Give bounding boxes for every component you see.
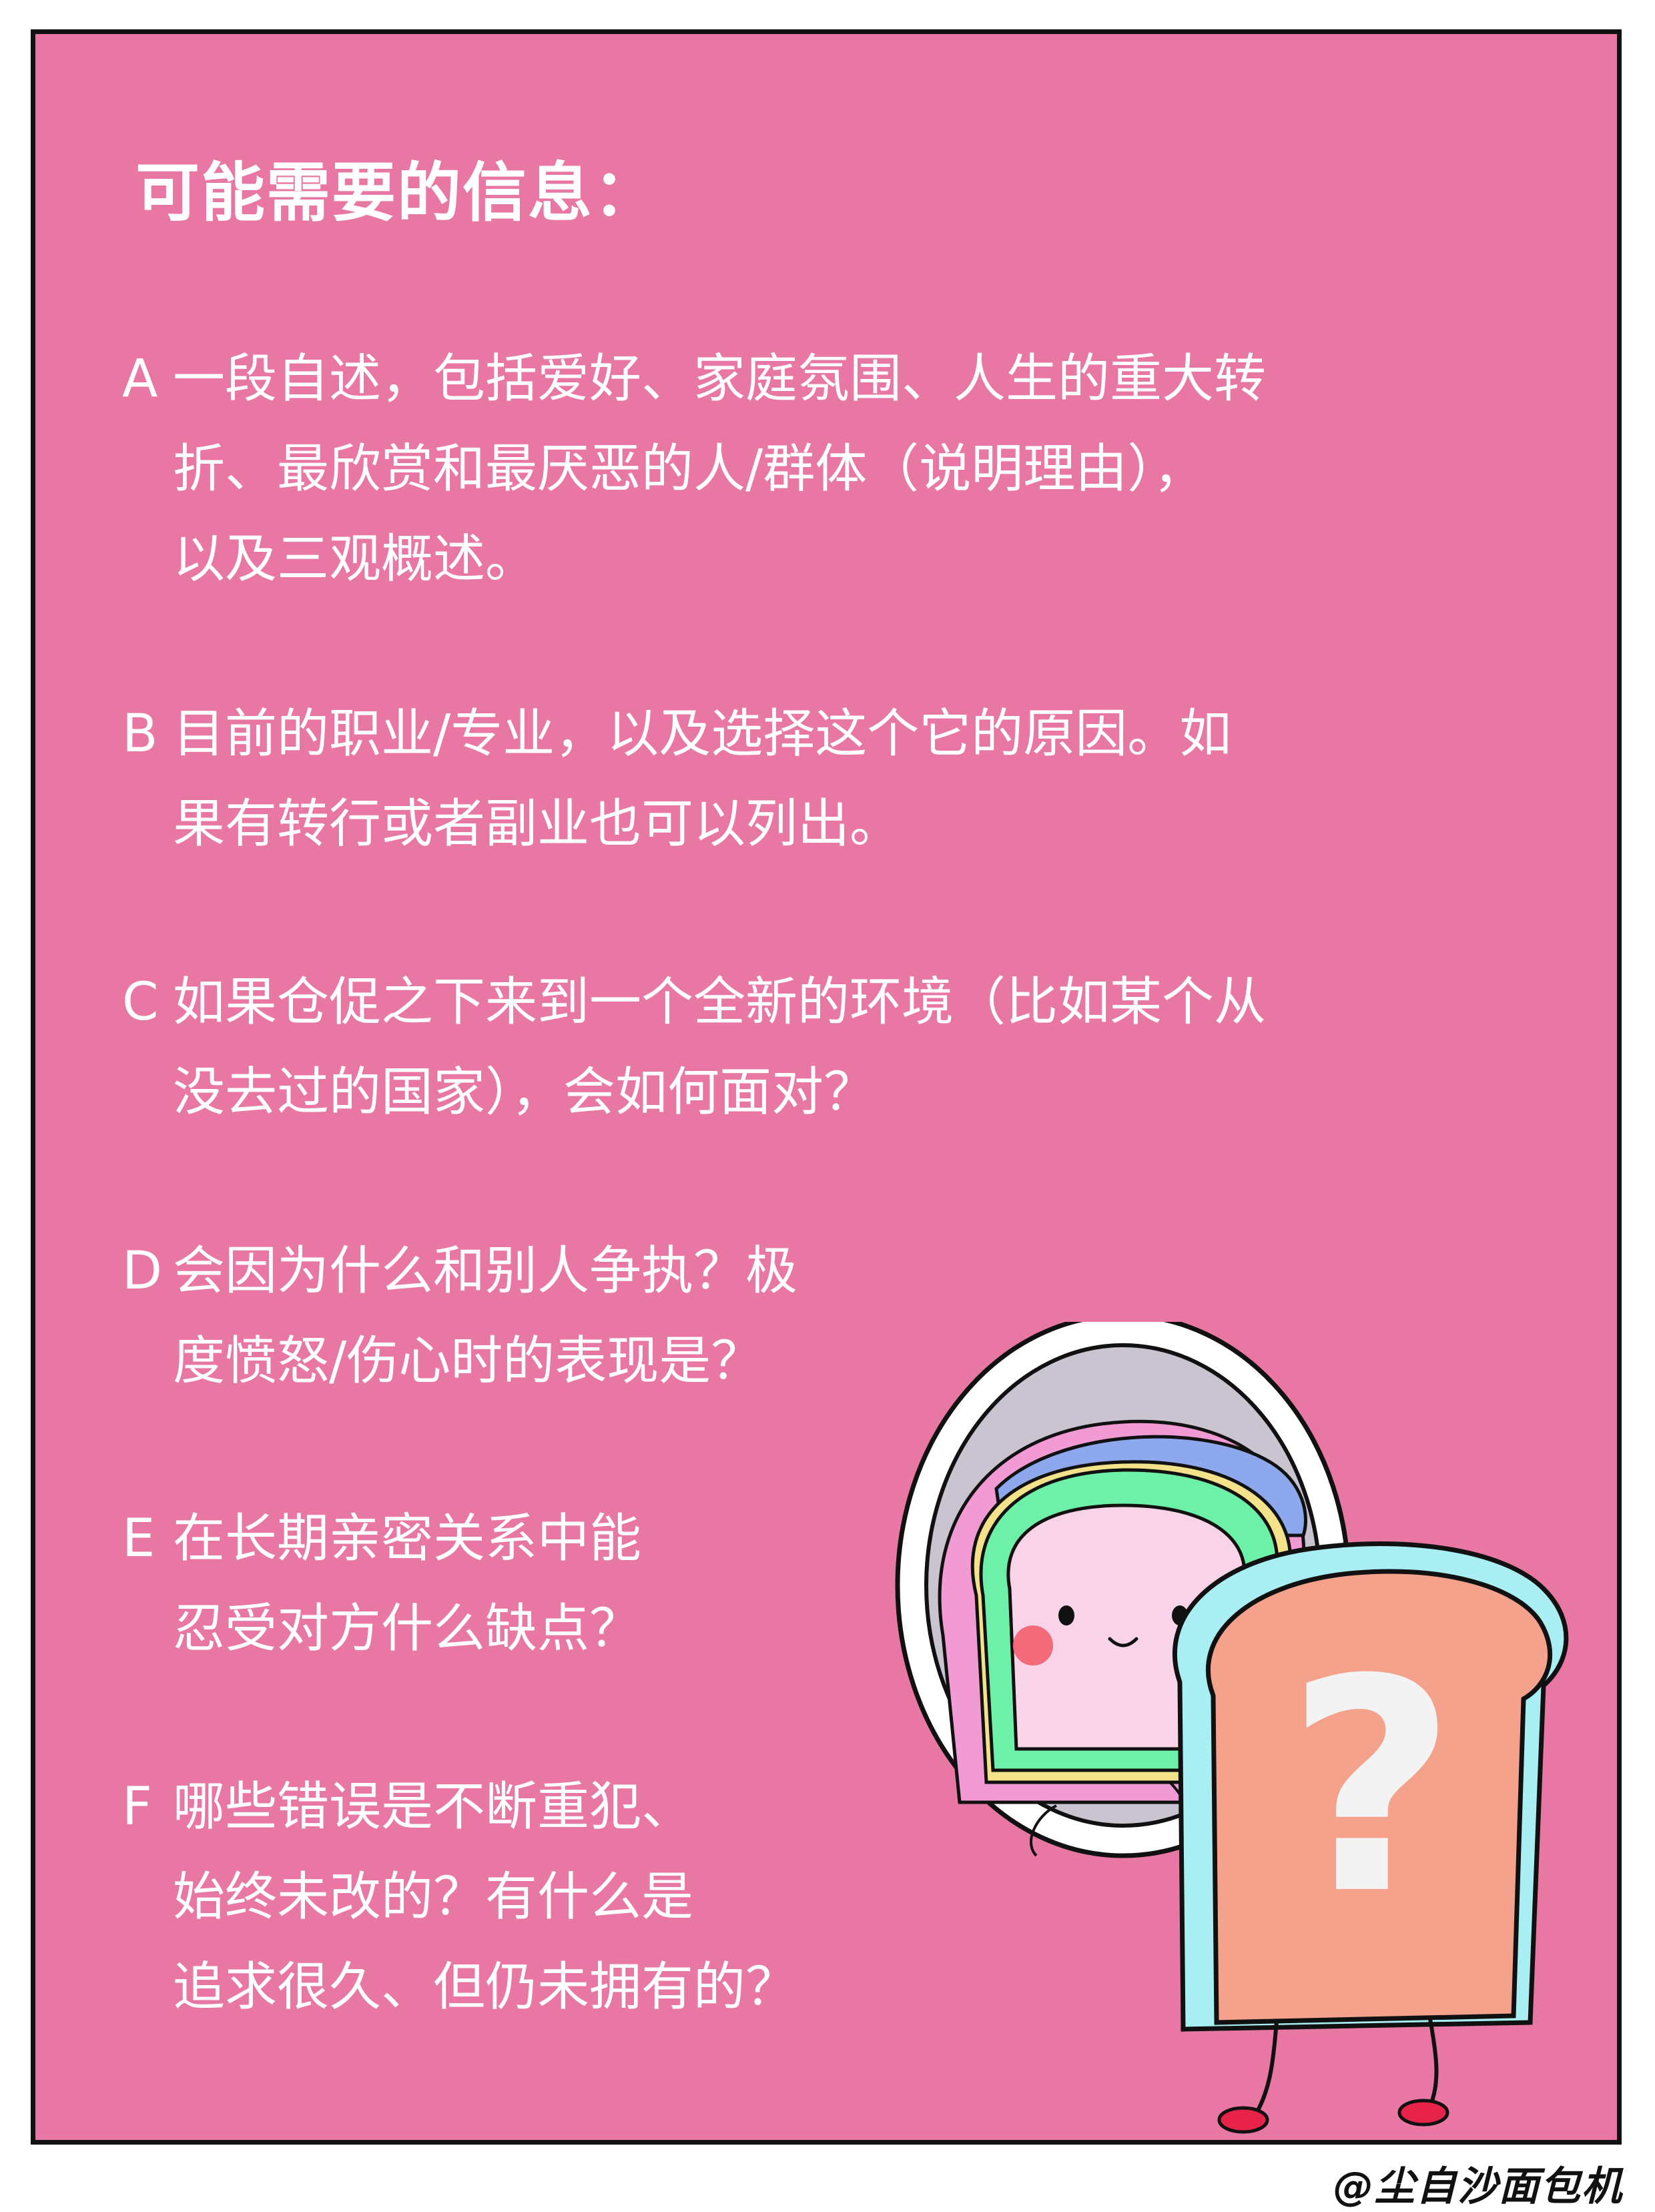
item-letter: C — [122, 972, 159, 1032]
item-line: F 哪些错误是不断重犯、 — [122, 1762, 797, 1852]
item-text: 始终未改的？有什么是 — [173, 1867, 694, 1927]
item-line: 追求很久、但仍未拥有的？ — [122, 1942, 797, 2033]
item-line: D 会因为什么和别人争执？极 — [122, 1226, 797, 1317]
item-letter: D — [122, 1241, 163, 1301]
author-credit: @尘自沙面包机 — [1333, 2163, 1623, 2210]
question-mark: ? — [1286, 1617, 1456, 1958]
item-text: 忍受对方什么缺点？ — [173, 1599, 642, 1659]
item-text: 目前的职业/专业，以及选择这个它的原因。如 — [173, 704, 1232, 764]
question-item-a: A 一段自述，包括爱好、家庭氛围、人生的重大转 折、最欣赏和最厌恶的人/群体（说明… — [122, 334, 1266, 605]
toast-character-icon: ? — [1172, 1541, 1569, 2134]
question-item-d: D 会因为什么和别人争执？极 度愤怒/伤心时的表现是？ — [122, 1226, 797, 1407]
item-text: 折、最欣赏和最厌恶的人/群体（说明理由）， — [173, 439, 1206, 499]
poster-panel: 可能需要的信息： A 一段自述，包括爱好、家庭氛围、人生的重大转 折、最欣赏和最厌… — [31, 29, 1622, 2145]
mirror-toast-illustration: ? — [895, 1322, 1569, 2134]
item-text: 如果仓促之下来到一个全新的环境（比如某个从 — [173, 972, 1267, 1032]
item-line: 以及三观概述。 — [122, 514, 1266, 605]
item-text: 追求很久、但仍未拥有的？ — [173, 1957, 798, 2017]
item-line: 没去过的国家），会如何面对？ — [122, 1048, 1266, 1138]
question-item-e: E 在长期亲密关系中能 忍受对方什么缺点？ — [122, 1494, 641, 1674]
question-item-f: F 哪些错误是不断重犯、 始终未改的？有什么是 追求很久、但仍未拥有的？ — [122, 1762, 797, 2033]
item-line: C 如果仓促之下来到一个全新的环境（比如某个从 — [122, 958, 1266, 1048]
item-text: 度愤怒/伤心时的表现是？ — [173, 1331, 763, 1391]
item-letter: E — [122, 1509, 155, 1569]
item-text: 一段自述，包括爱好、家庭氛围、人生的重大转 — [173, 349, 1267, 409]
item-text: 哪些错误是不断重犯、 — [173, 1777, 694, 1837]
item-line: 忍受对方什么缺点？ — [122, 1584, 641, 1674]
item-text: 会因为什么和别人争执？极 — [173, 1241, 798, 1301]
item-text: 在长期亲密关系中能 — [173, 1509, 642, 1569]
item-letter: B — [122, 704, 158, 764]
item-text: 以及三观概述。 — [173, 529, 538, 589]
question-item-c: C 如果仓促之下来到一个全新的环境（比如某个从 没去过的国家），会如何面对？ — [122, 958, 1266, 1138]
item-line: 度愤怒/伤心时的表现是？ — [122, 1317, 797, 1407]
item-line: B 目前的职业/专业，以及选择这个它的原因。如 — [122, 689, 1231, 779]
question-item-b: B 目前的职业/专业，以及选择这个它的原因。如 果有转行或者副业也可以列出。 — [122, 689, 1231, 869]
item-line: A 一段自述，包括爱好、家庭氛围、人生的重大转 — [122, 334, 1266, 424]
page-title: 可能需要的信息： — [135, 155, 659, 230]
item-line: 始终未改的？有什么是 — [122, 1852, 797, 1942]
item-line: E 在长期亲密关系中能 — [122, 1494, 641, 1584]
item-letter: A — [122, 349, 158, 409]
item-letter: F — [122, 1777, 152, 1837]
item-text: 没去过的国家），会如何面对？ — [173, 1062, 876, 1122]
item-line: 果有转行或者副业也可以列出。 — [122, 779, 1231, 869]
item-text: 果有转行或者副业也可以列出。 — [173, 794, 902, 854]
item-line: 折、最欣赏和最厌恶的人/群体（说明理由）， — [122, 424, 1266, 514]
